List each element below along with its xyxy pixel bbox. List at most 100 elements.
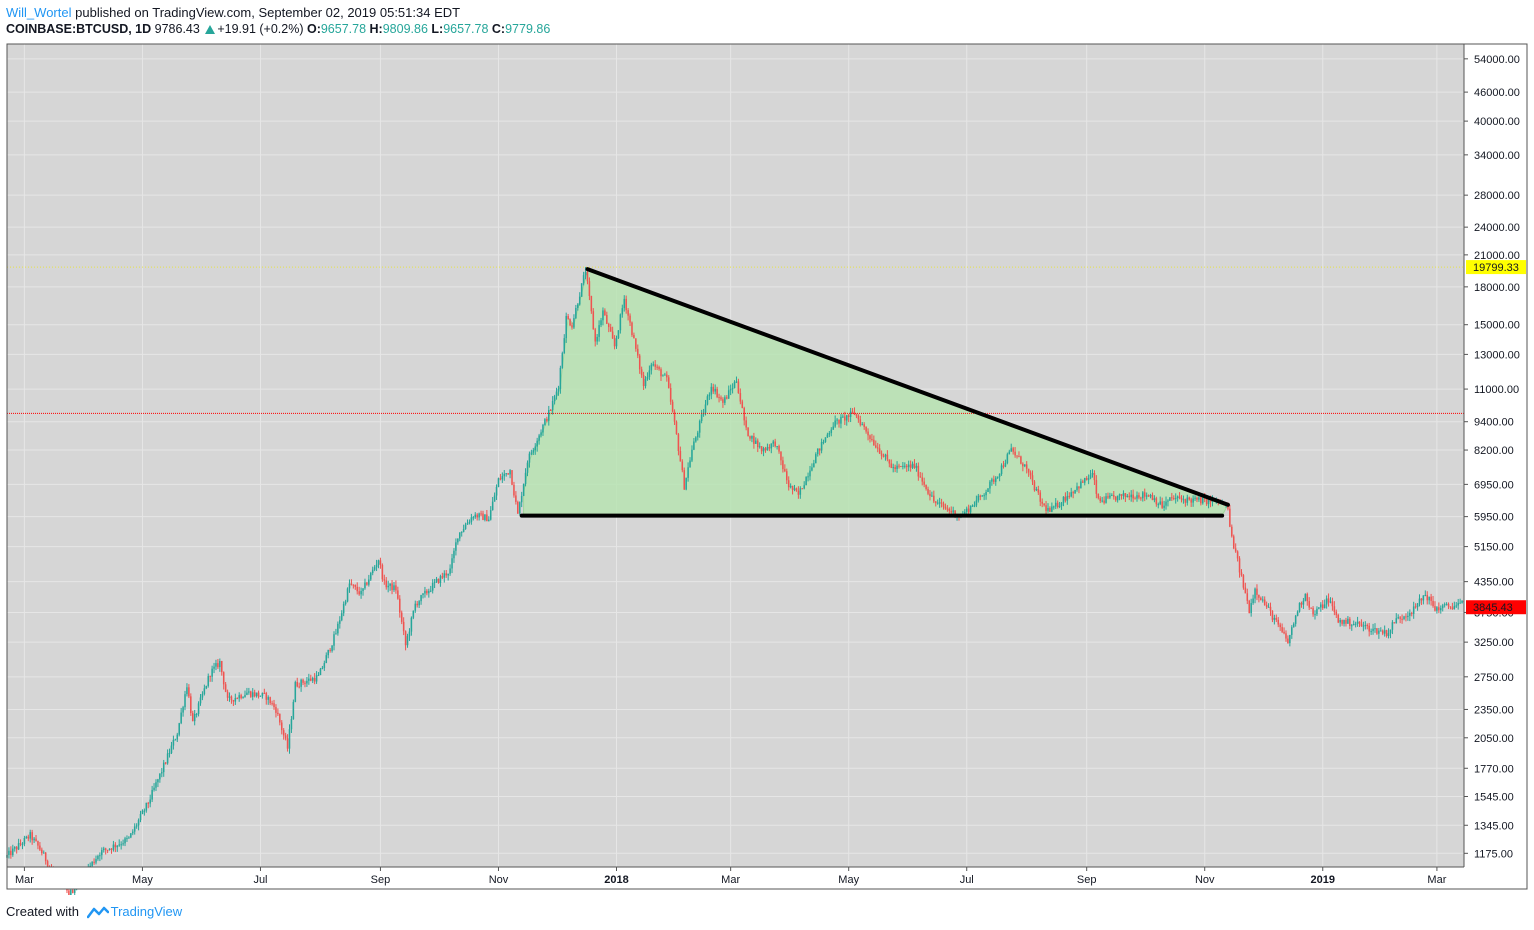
candle-body: [755, 440, 757, 444]
candle-body: [495, 486, 498, 496]
candle-body: [310, 678, 312, 681]
candle-body: [101, 850, 103, 856]
candle-body: [1347, 618, 1349, 624]
candle-body: [143, 810, 146, 812]
candle-body: [716, 388, 718, 398]
candle-body: [1271, 610, 1274, 620]
candle-body: [395, 585, 397, 591]
candle-body: [942, 503, 945, 507]
candle-body: [646, 377, 649, 379]
candle-body: [553, 396, 556, 402]
candle-body: [211, 668, 213, 677]
candle-body: [135, 825, 138, 827]
candle-body: [700, 414, 703, 421]
candle-body: [1362, 625, 1365, 627]
candle-body: [813, 463, 815, 468]
candle-body: [162, 762, 165, 773]
candle-body: [1029, 472, 1032, 476]
candle-body: [650, 364, 653, 371]
last-price: 9786.43: [154, 22, 200, 36]
candle-body: [1078, 486, 1080, 489]
candle-body: [1161, 501, 1163, 508]
candle-body: [238, 695, 240, 699]
candle-body: [950, 511, 953, 513]
candle-body: [248, 691, 250, 693]
candle-body: [1182, 499, 1185, 501]
candle-body: [1037, 489, 1040, 493]
candle-body: [900, 466, 902, 468]
tradingview-brand-link[interactable]: TradingView: [110, 904, 183, 919]
candle-body: [1089, 474, 1092, 479]
x-tick-label: Jul: [253, 874, 267, 886]
candle-body: [635, 338, 637, 349]
candle-body: [1302, 600, 1305, 605]
candle-body: [735, 381, 738, 383]
candle-body: [329, 649, 331, 651]
candle-body: [640, 369, 643, 376]
candle-body: [731, 387, 734, 390]
candle-body: [433, 581, 436, 583]
time-axis[interactable]: [7, 867, 1464, 889]
candle-body: [453, 550, 455, 559]
y-tick-label: 18000.00: [1474, 282, 1520, 294]
candle-body: [1012, 448, 1014, 452]
candle-body: [940, 502, 943, 504]
price-chart[interactable]: 54000.00 46000.00 40000.00 34000.00 28000.00…: [0, 40, 1534, 895]
candle-body: [460, 531, 463, 533]
x-tick-label: May: [132, 874, 153, 886]
descending-trendline[interactable]: [585, 267, 1230, 507]
candle-body: [1043, 503, 1045, 506]
candle-body: [1414, 606, 1417, 608]
candle-body: [861, 424, 864, 426]
candle-body: [387, 585, 389, 588]
candle-body: [919, 476, 922, 478]
candle-body: [654, 364, 656, 367]
candle-body: [513, 484, 515, 496]
candle-body: [1418, 598, 1421, 604]
candle-body: [1335, 611, 1338, 616]
candle-body: [1058, 505, 1061, 508]
candle-body: [1441, 605, 1444, 609]
candle-body: [404, 631, 407, 646]
last-price-badge: [1466, 600, 1526, 615]
candle-body: [805, 477, 807, 486]
candle-body: [762, 448, 765, 452]
candle-body: [578, 296, 581, 305]
candle-body: [1370, 631, 1372, 633]
candle-body: [1107, 496, 1109, 498]
candle-body: [1291, 627, 1293, 635]
candle-body: [1383, 630, 1386, 634]
candle-body: [994, 477, 997, 482]
candle-body: [756, 440, 759, 448]
candle-body: [191, 713, 194, 722]
candle-body: [1198, 497, 1200, 500]
candle-body: [913, 463, 916, 468]
y-tick-label: 4350.00: [1474, 577, 1514, 589]
candle-body: [236, 698, 239, 700]
candle-body: [807, 476, 809, 478]
candle-body: [1360, 623, 1363, 627]
price-axis[interactable]: [1464, 44, 1534, 867]
candle-body: [832, 426, 834, 430]
candle-body: [497, 478, 500, 487]
candle-body: [327, 649, 329, 656]
candle-body: [965, 508, 968, 512]
candle-body: [170, 745, 173, 753]
candle-body: [1277, 619, 1280, 625]
candle-body: [809, 470, 811, 477]
candle-body: [151, 789, 153, 800]
author-link[interactable]: Will_Wortel: [6, 5, 72, 20]
candle-body: [1072, 492, 1074, 494]
candle-body: [1126, 495, 1129, 497]
candle-body: [1250, 603, 1252, 614]
candle-body: [886, 454, 889, 460]
candle-body: [228, 696, 231, 698]
candle-body: [989, 481, 991, 489]
candle-body: [1269, 606, 1272, 611]
candle-body: [1020, 456, 1022, 464]
candle-body: [499, 478, 502, 480]
candle-body: [242, 697, 244, 699]
candle-body: [929, 493, 931, 497]
candle-body: [621, 308, 624, 315]
candle-body: [745, 420, 747, 428]
